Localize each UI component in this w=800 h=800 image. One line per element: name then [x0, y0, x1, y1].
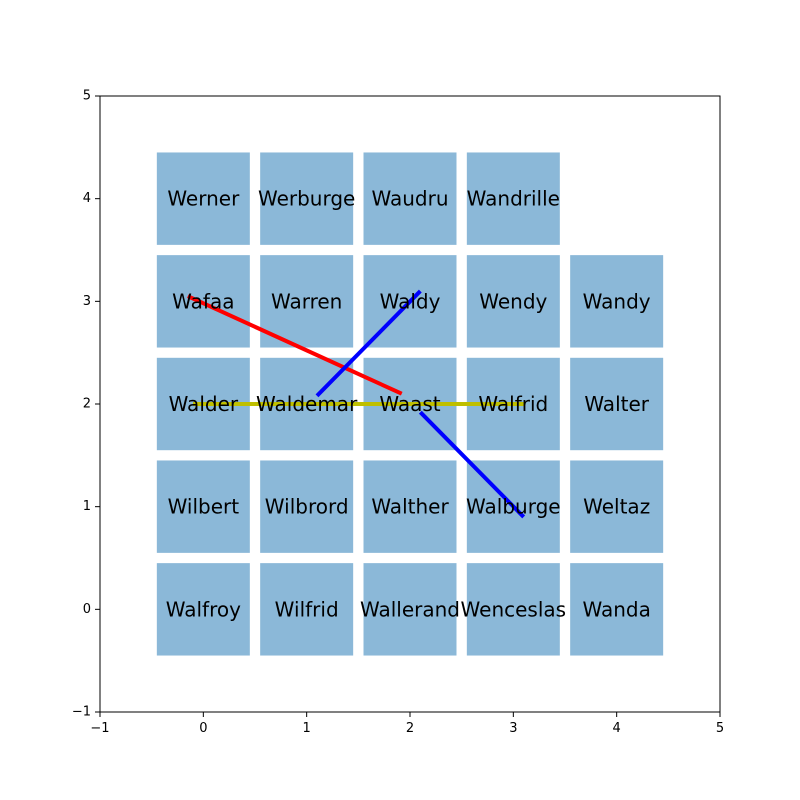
- y-tick-label: 1: [83, 499, 91, 514]
- cell-wanda: [570, 563, 664, 656]
- cell-wandrille: [466, 152, 560, 245]
- cell-wandy: [570, 255, 664, 348]
- cell-werner: [156, 152, 250, 245]
- cell-label-wilbert: Wilbert: [168, 495, 240, 519]
- cell-label-walter: Walter: [584, 392, 649, 416]
- cell-label-waldemar: Waldemar: [256, 392, 358, 416]
- x-tick-label: 4: [613, 721, 621, 736]
- cell-werburge: [260, 152, 354, 245]
- cell-label-walfroy: Walfroy: [166, 597, 241, 621]
- x-tick-label: 0: [199, 721, 207, 736]
- x-tick-label: 2: [406, 721, 414, 736]
- y-tick-label: 0: [83, 602, 91, 617]
- cell-wenceslas: [466, 563, 560, 656]
- cell-label-wendy: Wendy: [479, 289, 547, 313]
- segments-layer: [187, 289, 526, 519]
- cell-label-wilfrid: Wilfrid: [275, 597, 339, 621]
- x-tick-label: 1: [303, 721, 311, 736]
- cell-label-wafaa: Wafaa: [172, 289, 234, 313]
- cell-label-wandrille: Wandrille: [467, 187, 560, 211]
- cell-label-walther: Walther: [371, 495, 449, 519]
- x-tick-label: 3: [509, 721, 517, 736]
- cell-label-walder: Walder: [169, 392, 239, 416]
- cell-wendy: [466, 255, 560, 348]
- cell-label-wallerand: Wallerand: [360, 597, 460, 621]
- y-tick-label: 3: [83, 294, 91, 309]
- segment-line-2: [315, 289, 422, 398]
- cell-label-warren: Warren: [271, 289, 342, 313]
- y-tick-label: 4: [83, 191, 91, 206]
- cell-label-werner: Werner: [167, 187, 240, 211]
- y-tick-label: −1: [72, 705, 91, 720]
- cell-waudru: [363, 152, 457, 245]
- cell-label-waldy: Waldy: [380, 289, 441, 313]
- segment-line-1: [187, 294, 403, 396]
- cell-label-weltaz: Weltaz: [583, 495, 650, 519]
- cell-label-wandy: Wandy: [583, 289, 651, 313]
- cell-walfroy: [156, 563, 250, 656]
- cell-label-wilbrord: Wilbrord: [265, 495, 349, 519]
- cell-walter: [570, 357, 664, 451]
- cell-label-wenceslas: Wenceslas: [461, 597, 567, 621]
- labels-layer: Werner Werburge Waudru Wandrille Wafaa Warren…: [166, 187, 651, 622]
- cell-wallerand: [363, 563, 457, 656]
- cell-label-waast: Waast: [379, 392, 440, 416]
- segment-line-3: [418, 410, 526, 519]
- cells-layer: [156, 152, 664, 656]
- cell-wilbert: [156, 460, 250, 553]
- cell-weltaz: [570, 460, 664, 553]
- y-tick-label: 5: [83, 89, 91, 104]
- y-tick-label: 2: [83, 397, 91, 412]
- x-tick-label: 5: [716, 721, 724, 736]
- cell-wilfrid: [260, 563, 354, 656]
- cell-label-werburge: Werburge: [258, 187, 355, 211]
- cell-warren: [260, 255, 354, 348]
- cell-label-wanda: Wanda: [582, 597, 650, 621]
- ticks-layer: −1 0 1 2 3 4 5 −1 0 1 2 3 4 5: [72, 89, 724, 737]
- cell-label-walburge: Walburge: [466, 495, 561, 519]
- x-tick-label: −1: [90, 721, 109, 736]
- cell-wilbrord: [260, 460, 354, 553]
- cell-walther: [363, 460, 457, 553]
- cell-label-walfrid: Walfrid: [478, 392, 548, 416]
- cell-label-waudru: Waudru: [371, 187, 448, 211]
